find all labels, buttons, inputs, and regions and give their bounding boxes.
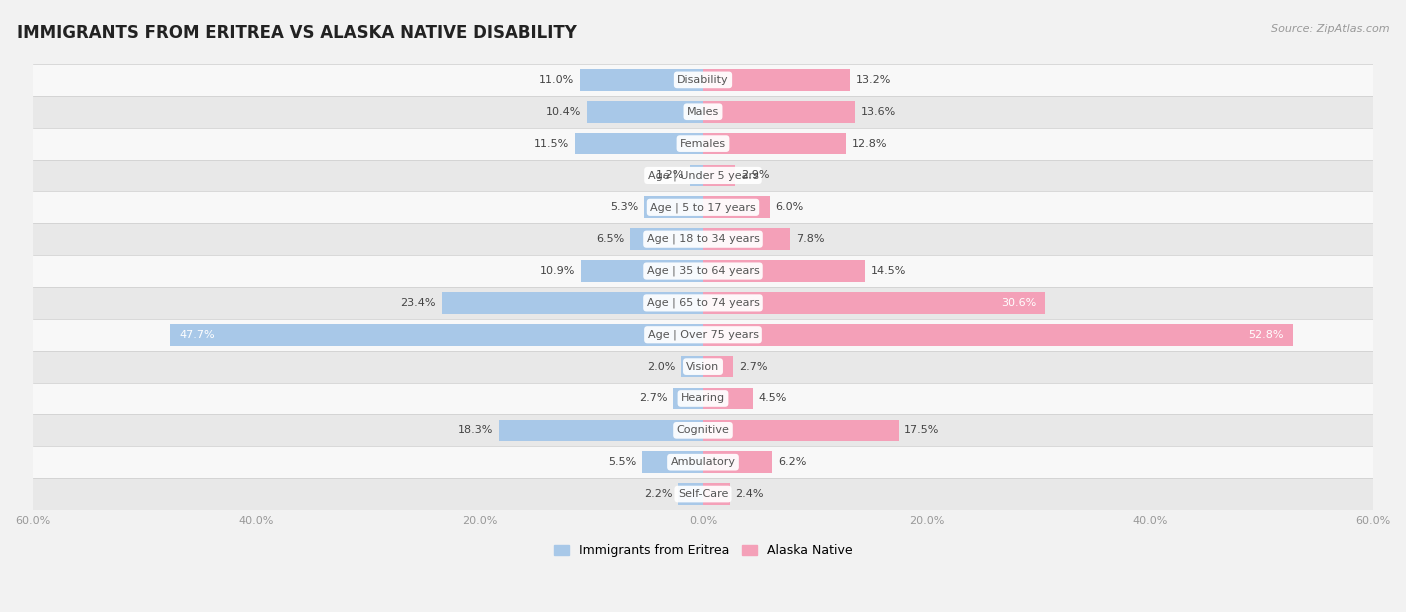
Bar [644,196,703,218]
Bar [689,165,703,186]
Text: Females: Females [681,138,725,149]
Text: 17.5%: 17.5% [904,425,939,435]
Text: 11.5%: 11.5% [534,138,569,149]
Bar [703,133,846,154]
Text: Cognitive: Cognitive [676,425,730,435]
Text: 5.5%: 5.5% [607,457,636,467]
Bar [32,64,1374,96]
Bar [703,69,851,91]
Text: Source: ZipAtlas.com: Source: ZipAtlas.com [1271,24,1389,34]
Text: 4.5%: 4.5% [759,394,787,403]
Bar [499,419,703,441]
Text: 14.5%: 14.5% [870,266,905,276]
Legend: Immigrants from Eritrea, Alaska Native: Immigrants from Eritrea, Alaska Native [554,544,852,558]
Text: 2.4%: 2.4% [735,489,763,499]
Bar [581,260,703,282]
Bar [32,255,1374,287]
Bar [32,478,1374,510]
Bar [630,228,703,250]
Bar [703,387,754,409]
Text: 6.5%: 6.5% [596,234,624,244]
Bar [703,452,772,473]
Bar [32,160,1374,192]
Text: 12.8%: 12.8% [852,138,887,149]
Bar [32,319,1374,351]
Bar [703,419,898,441]
Bar [32,351,1374,382]
Bar [170,324,703,346]
Text: 2.2%: 2.2% [644,489,673,499]
Bar [703,292,1045,314]
Text: 30.6%: 30.6% [1001,298,1036,308]
Text: Age | 65 to 74 years: Age | 65 to 74 years [647,297,759,308]
Text: 2.0%: 2.0% [647,362,675,371]
Text: 5.3%: 5.3% [610,203,638,212]
Bar [32,414,1374,446]
Text: 11.0%: 11.0% [540,75,575,85]
Bar [673,387,703,409]
Text: Males: Males [688,106,718,117]
Bar [586,101,703,122]
Text: Age | 18 to 34 years: Age | 18 to 34 years [647,234,759,244]
Bar [581,69,703,91]
Bar [679,483,703,505]
Text: 2.9%: 2.9% [741,171,769,181]
Bar [32,446,1374,478]
Text: 13.2%: 13.2% [856,75,891,85]
Text: 47.7%: 47.7% [179,330,215,340]
Text: Disability: Disability [678,75,728,85]
Bar [703,228,790,250]
Bar [703,196,770,218]
Bar [32,287,1374,319]
Text: 2.7%: 2.7% [638,394,668,403]
Text: 2.7%: 2.7% [738,362,768,371]
Bar [703,260,865,282]
Text: 6.0%: 6.0% [776,203,804,212]
Bar [681,356,703,378]
Bar [641,452,703,473]
Bar [32,96,1374,128]
Bar [575,133,703,154]
Text: Vision: Vision [686,362,720,371]
Text: 18.3%: 18.3% [457,425,494,435]
Bar [703,483,730,505]
Text: Age | 35 to 64 years: Age | 35 to 64 years [647,266,759,276]
Bar [703,356,733,378]
Bar [703,324,1294,346]
Text: IMMIGRANTS FROM ERITREA VS ALASKA NATIVE DISABILITY: IMMIGRANTS FROM ERITREA VS ALASKA NATIVE… [17,24,576,42]
Text: 10.9%: 10.9% [540,266,575,276]
Text: Ambulatory: Ambulatory [671,457,735,467]
Text: 6.2%: 6.2% [778,457,806,467]
Text: 1.2%: 1.2% [655,171,683,181]
Text: 10.4%: 10.4% [546,106,581,117]
Text: 52.8%: 52.8% [1249,330,1284,340]
Text: Hearing: Hearing [681,394,725,403]
Bar [703,101,855,122]
Text: Age | Over 75 years: Age | Over 75 years [648,329,758,340]
Text: 23.4%: 23.4% [401,298,436,308]
Text: 13.6%: 13.6% [860,106,896,117]
Bar [32,128,1374,160]
Text: Age | Under 5 years: Age | Under 5 years [648,170,758,181]
Text: Self-Care: Self-Care [678,489,728,499]
Bar [441,292,703,314]
Bar [32,382,1374,414]
Text: Age | 5 to 17 years: Age | 5 to 17 years [650,202,756,212]
Bar [32,192,1374,223]
Bar [703,165,735,186]
Text: 7.8%: 7.8% [796,234,824,244]
Bar [32,223,1374,255]
